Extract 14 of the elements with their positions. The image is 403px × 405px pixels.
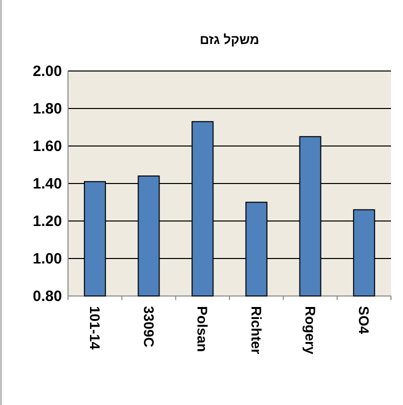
y-tick-label: 2.00 xyxy=(32,63,62,80)
x-tick-label: Polsan xyxy=(194,306,211,352)
y-tick-label: 1.60 xyxy=(32,138,62,155)
x-tick-label: 3309C xyxy=(140,306,157,348)
y-tick-label: 1.80 xyxy=(32,100,62,118)
y-tick-label: 1.20 xyxy=(32,213,62,230)
x-tick-label: Rogery xyxy=(302,306,318,354)
y-tick-label: 0.80 xyxy=(32,288,62,305)
x-tick-label: 101-14 xyxy=(86,306,103,350)
x-tick-label: SO4 xyxy=(356,306,372,334)
chart-title: משקל גזם xyxy=(200,32,260,47)
x-tick-label: Richter xyxy=(248,306,264,355)
y-tick-label: 1.00 xyxy=(32,250,62,268)
y-tick-label: 1.40 xyxy=(32,176,62,192)
